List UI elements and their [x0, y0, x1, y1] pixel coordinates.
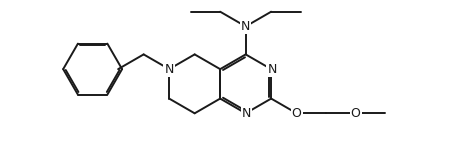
Text: N: N	[267, 63, 277, 76]
Text: N: N	[241, 20, 251, 33]
Text: O: O	[292, 107, 302, 120]
Text: O: O	[351, 107, 360, 120]
Text: N: N	[242, 107, 251, 120]
Text: N: N	[164, 63, 174, 76]
